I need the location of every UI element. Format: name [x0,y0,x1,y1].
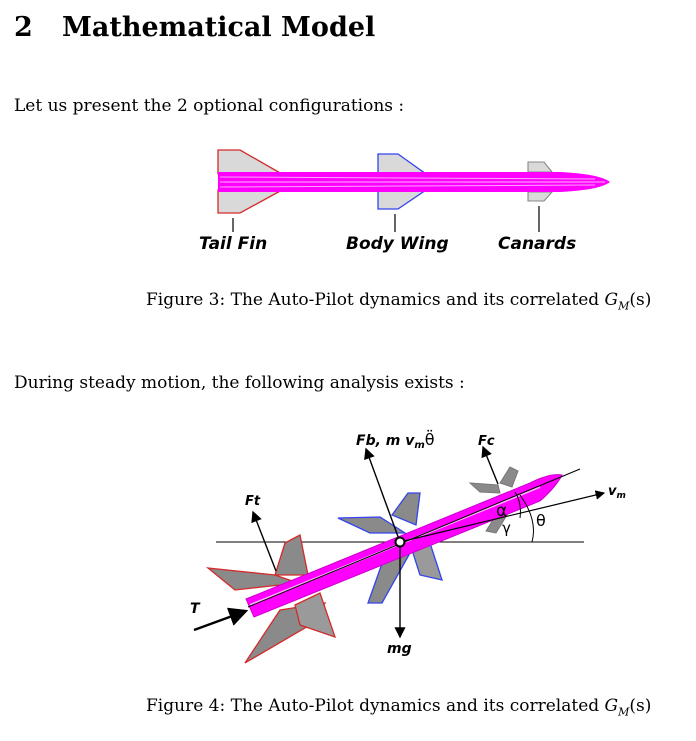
label-gamma: γ [502,519,511,537]
section-title: Mathematical Model [62,12,376,43]
canard-left [468,482,501,494]
body-wing-upper [390,492,421,526]
figure-3-caption-text: Figure 3: The Auto-Pilot dynamics and it… [146,290,600,310]
center-of-gravity [394,536,406,548]
figure-4-caption-arg: (s) [629,696,652,716]
fc-force-arrow [481,445,499,485]
figure-4-force-diagram: Fb, m vmθ̈ Fc Ft T vm mg α γ θ [190,429,626,664]
tail-fin-upper [274,534,309,576]
body-wing-bottom [377,189,429,210]
paragraph-steady-motion: During steady motion, the following anal… [14,373,465,393]
label-theta: θ [536,511,546,530]
label-mg: mg [387,641,412,657]
label-canards: Canards [498,234,577,254]
tail-fin-bottom [217,189,283,214]
label-alpha: α [496,501,507,521]
thrust-arrow [193,607,249,632]
section-number: 2 [14,12,33,43]
label-thrust: T [190,601,201,617]
label-ft: Ft [245,494,261,509]
tail-fin-right [294,592,337,639]
label-body-wing: Body Wing [346,234,449,254]
paragraph-intro: Let us present the 2 optional configurat… [14,96,405,116]
figure-3-caption-sub: M [618,299,630,313]
alpha-arc [514,491,521,519]
figure-3-missile-diagram [217,149,610,232]
figure-3-caption: Figure 3: The Auto-Pilot dynamics and it… [146,290,651,312]
figure-4-caption-sub: M [618,705,630,719]
figure-3-caption-arg: (s) [629,290,652,310]
body-wing-left [337,516,408,534]
section-heading: 2 Mathematical Model [14,12,375,43]
body-axis-line [247,468,581,608]
canard-top [527,161,554,173]
body-wing-top [377,153,429,175]
figure-3-caption-math: G [604,290,619,310]
theta-arc [519,494,534,543]
ft-force-arrow [251,510,277,572]
figure-4-caption-text: Figure 4: The Auto-Pilot dynamics and it… [146,696,600,716]
label-tail-fin: Tail Fin [199,234,268,254]
label-vm: vm [608,484,626,501]
velocity-vector [399,490,606,543]
label-fc: Fc [478,434,495,449]
figure-4-caption: Figure 4: The Auto-Pilot dynamics and it… [146,696,651,718]
fb-force-arrow [364,447,401,543]
tail-fin-top [217,149,285,175]
label-fb: Fb, m vmθ̈ [356,429,435,451]
canard-upper [499,466,519,488]
canard-bottom [527,191,554,202]
figure-4-caption-math: G [604,696,619,716]
